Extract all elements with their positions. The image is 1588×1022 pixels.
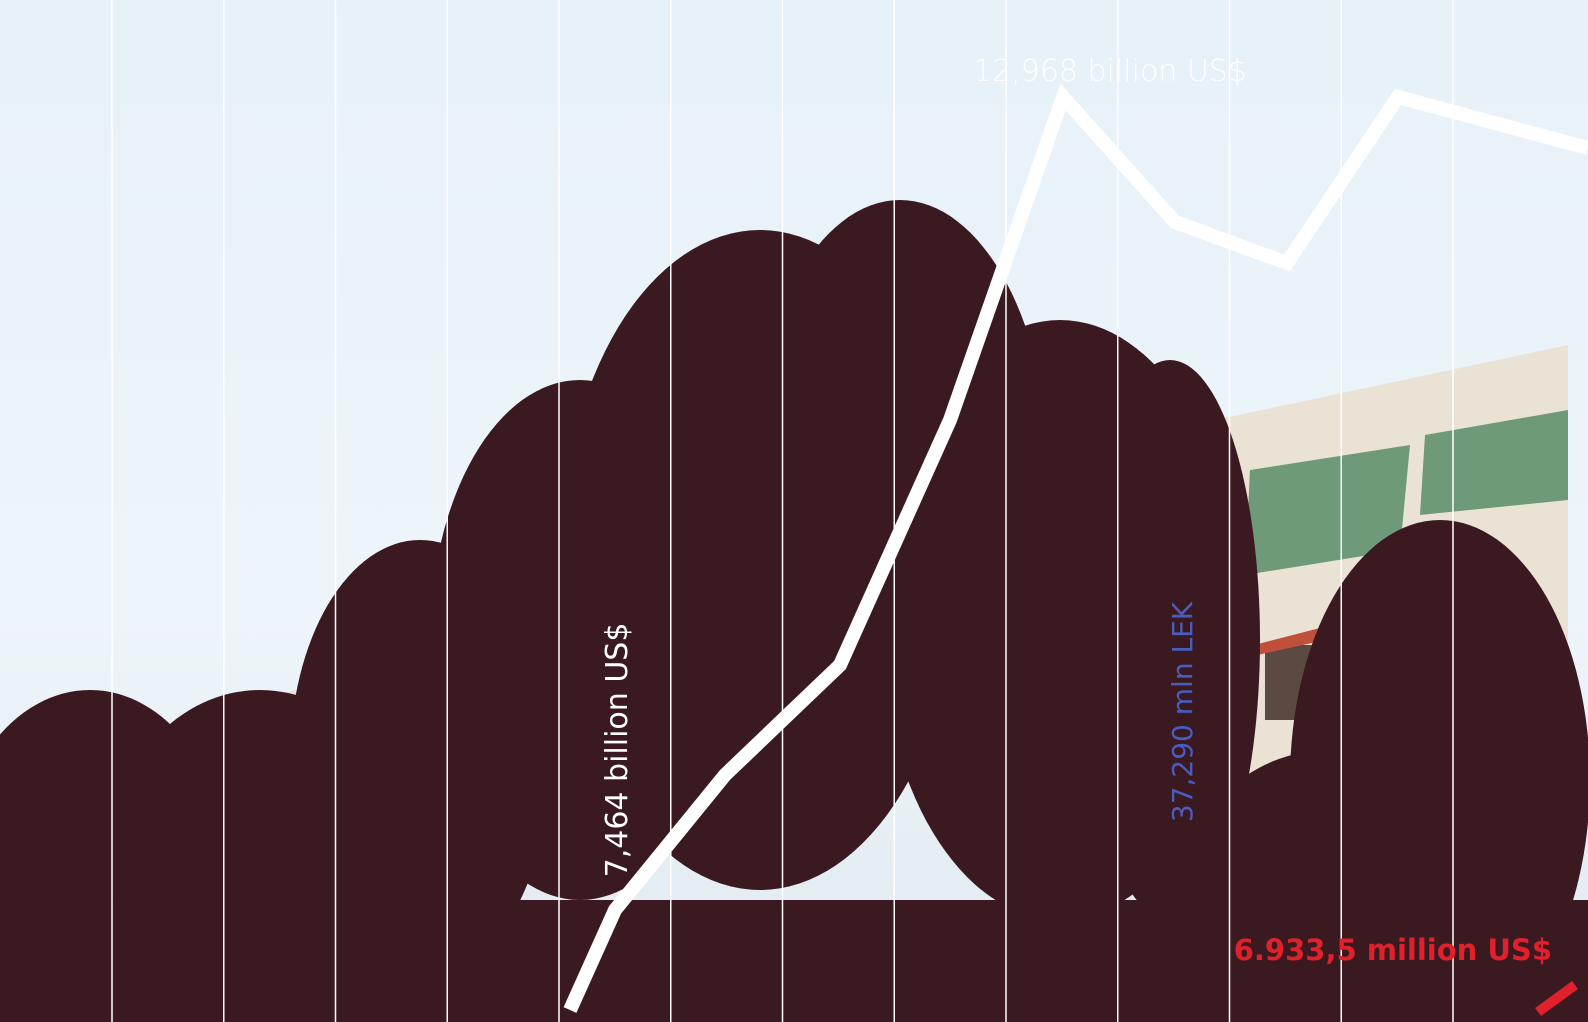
label: 12,968 billion US$: [973, 54, 1247, 89]
trend-line: [563, 83, 1588, 1013]
label: 6.933,5 million US$: [1234, 933, 1552, 967]
label: 7,464 billion US$: [600, 623, 635, 878]
red-line: [1535, 980, 1578, 1017]
vertical-lines: [111, 0, 1454, 1022]
label: 37,290 mln LEK: [1166, 601, 1199, 822]
